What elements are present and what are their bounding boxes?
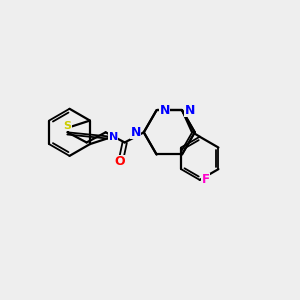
- Text: S: S: [64, 121, 71, 131]
- Text: O: O: [115, 155, 125, 168]
- Text: N: N: [130, 126, 141, 139]
- Text: N: N: [185, 104, 195, 117]
- Text: N: N: [160, 104, 170, 117]
- Text: F: F: [202, 173, 210, 186]
- Text: N: N: [109, 132, 118, 142]
